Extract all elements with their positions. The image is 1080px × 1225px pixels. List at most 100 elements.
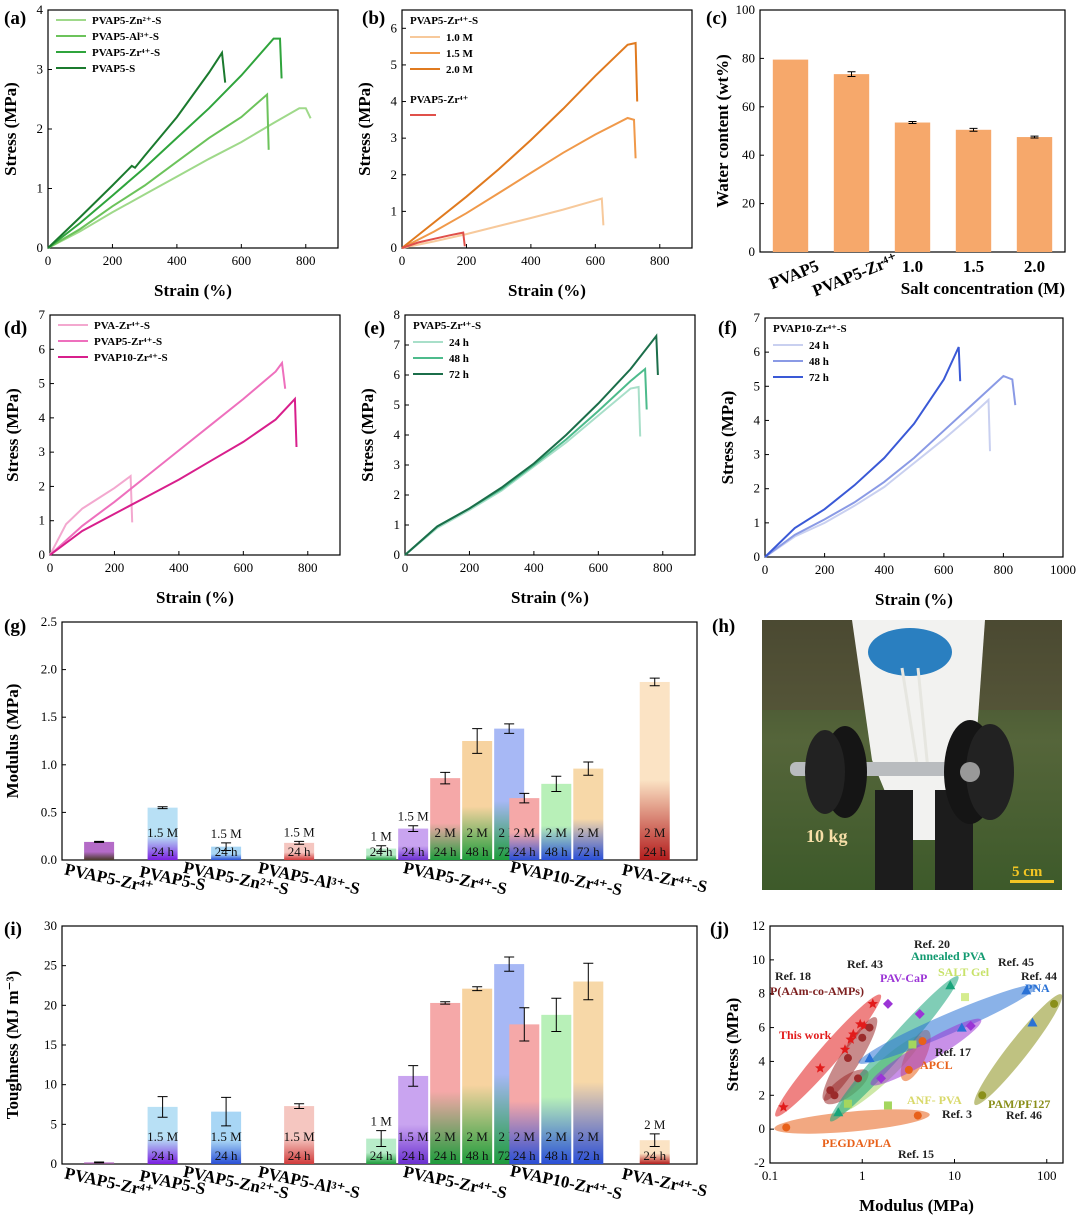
bar-label-i-6-0: 2 M <box>435 1129 457 1144</box>
ytick-label-j: 12 <box>752 918 765 933</box>
region-j-3 <box>774 1109 930 1134</box>
bar-c-3 <box>955 129 992 252</box>
bar-g-5 <box>398 828 429 860</box>
marker-j-9-0 <box>978 1091 987 1100</box>
category-label-c-3: 1.5 <box>963 257 984 276</box>
legend-title-b: PVAP5-Zr⁴⁺-S <box>410 15 478 27</box>
bar-label-g-9-0: 2 M <box>514 825 536 840</box>
series-line-f-2 <box>764 346 962 558</box>
ytick-label-e: 7 <box>394 337 401 352</box>
bar-label-i-7-0: 2 M <box>467 1129 489 1144</box>
ytick-label-c: 60 <box>742 99 755 114</box>
bar-above-label-g-4: 1 M <box>371 829 393 844</box>
annotation-j-16: Ref. 46 <box>1006 1108 1042 1122</box>
errorbar-c-2 <box>908 121 917 124</box>
xlabel-f: Strain (%) <box>875 590 953 609</box>
ylabel-c: Water content (wt%) <box>713 54 732 208</box>
xtick-label-a: 200 <box>103 253 123 268</box>
axes-frame-d <box>49 314 341 556</box>
xtick-label-d: 600 <box>234 560 254 575</box>
left-leg <box>875 790 913 890</box>
ytick-label-c: 40 <box>742 147 755 162</box>
xtick-label-j: 1 <box>859 1168 866 1183</box>
annotation-j-4: Annealed PVA <box>911 949 986 963</box>
series-line-f-1 <box>764 374 1017 558</box>
panel-label-e: (e) <box>364 318 385 339</box>
marker-j-5-0 <box>904 1065 913 1074</box>
panel-label-h: (h) <box>712 616 735 637</box>
ytick-label-i: 10 <box>44 1077 57 1092</box>
marker-j-0-5 <box>855 1018 866 1029</box>
bar-g-10 <box>541 783 572 860</box>
ytick-label-b: 2 <box>391 167 398 182</box>
marker-j-1-2 <box>858 1033 867 1042</box>
marker-j-0-1 <box>815 1062 826 1073</box>
errorbar-g-2 <box>221 842 232 851</box>
annotation-j-10: This work <box>779 1028 832 1042</box>
bar-label-i-10-1: 48 h <box>545 1148 568 1163</box>
marker-j-0-7 <box>867 998 878 1009</box>
panel-label-d: (d) <box>4 318 27 339</box>
bar-i-11 <box>573 981 604 1164</box>
xlabel-a: Strain (%) <box>154 281 232 300</box>
marker-j-7-0 <box>864 1053 875 1063</box>
xtick-label-b: 800 <box>650 253 670 268</box>
errorbar-i-4 <box>376 1130 387 1148</box>
region-j-9 <box>974 994 1063 1106</box>
xtick-label-d: 400 <box>169 560 189 575</box>
ytick-label-j: 2 <box>759 1087 766 1102</box>
series-line-d-2 <box>49 396 298 556</box>
marker-j-0-0 <box>778 1101 789 1112</box>
region-j-7 <box>858 984 1038 1064</box>
ytick-label-c: 100 <box>736 2 756 17</box>
scale-bar-label: 5 cm <box>1012 864 1043 880</box>
annotation-j-5: Ref. 45 <box>998 955 1034 969</box>
ytick-label-f: 0 <box>754 549 761 564</box>
series-line-b-0 <box>401 197 605 249</box>
series-line-e-0 <box>404 385 642 556</box>
legend-label-e-0: 24 h <box>449 337 469 349</box>
ytick-label-d: 7 <box>39 307 46 322</box>
xtick-label-e: 600 <box>589 560 609 575</box>
bar-label-g-4-0: 24 h <box>370 844 393 859</box>
series-line-b-1 <box>401 116 637 249</box>
bar-label-g-1-0: 1.5 M <box>147 825 179 840</box>
legend-label-f-2: 72 h <box>809 372 829 384</box>
legend-label-e-2: 72 h <box>449 369 469 381</box>
ylabel-g: Modulus (MPa) <box>3 684 22 799</box>
ytick-label-g: 0.5 <box>41 804 57 819</box>
ytick-label-j: 8 <box>759 986 766 1001</box>
marker-j-6-0 <box>833 1107 844 1117</box>
marker-j-10-2 <box>914 1009 925 1020</box>
bar-above-label-g-5: 1.5 M <box>398 809 430 824</box>
ytick-label-a: 0 <box>37 240 44 255</box>
ytick-label-i: 15 <box>44 1037 57 1052</box>
bar-label-i-2-0: 1.5 M <box>211 1129 243 1144</box>
bar-label-i-7-1: 48 h <box>466 1148 489 1163</box>
ytick-label-g: 0.0 <box>41 852 57 867</box>
errorbar-c-1 <box>847 71 856 78</box>
legend-label-b-3: PVAP5-Zr⁴⁺ <box>410 94 469 106</box>
legend-label-a-3: PVAP5-S <box>92 63 135 75</box>
ytick-label-d: 2 <box>39 478 46 493</box>
series-line-a-3 <box>47 49 227 249</box>
bar-label-i-2-1: 24 h <box>215 1148 238 1163</box>
bar-label-g-6-1: 24 h <box>434 844 457 859</box>
ytick-label-f: 5 <box>754 378 761 393</box>
series-line-d-0 <box>49 474 134 556</box>
errorbar-i-11 <box>583 962 594 1001</box>
ytick-label-e: 3 <box>394 457 401 472</box>
marker-j-0-4 <box>848 1028 859 1039</box>
bar-i-5 <box>398 1075 429 1164</box>
ytick-label-c: 0 <box>749 244 756 259</box>
errorbar-i-7 <box>472 986 483 992</box>
axes-a: 0 200 400 600 800 0 1 2 3 4 Stress (MPa) Strain (%)… <box>1 2 339 300</box>
bar-g-11 <box>573 768 604 860</box>
ytick-label-j: 6 <box>759 1020 766 1035</box>
ytick-label-e: 1 <box>394 517 401 532</box>
ytick-label-c: 80 <box>742 50 755 65</box>
annotation-j-14: Ref. 3 <box>942 1107 972 1121</box>
bar-label-g-7-1: 48 h <box>466 844 489 859</box>
errorbar-g-0 <box>94 840 105 843</box>
